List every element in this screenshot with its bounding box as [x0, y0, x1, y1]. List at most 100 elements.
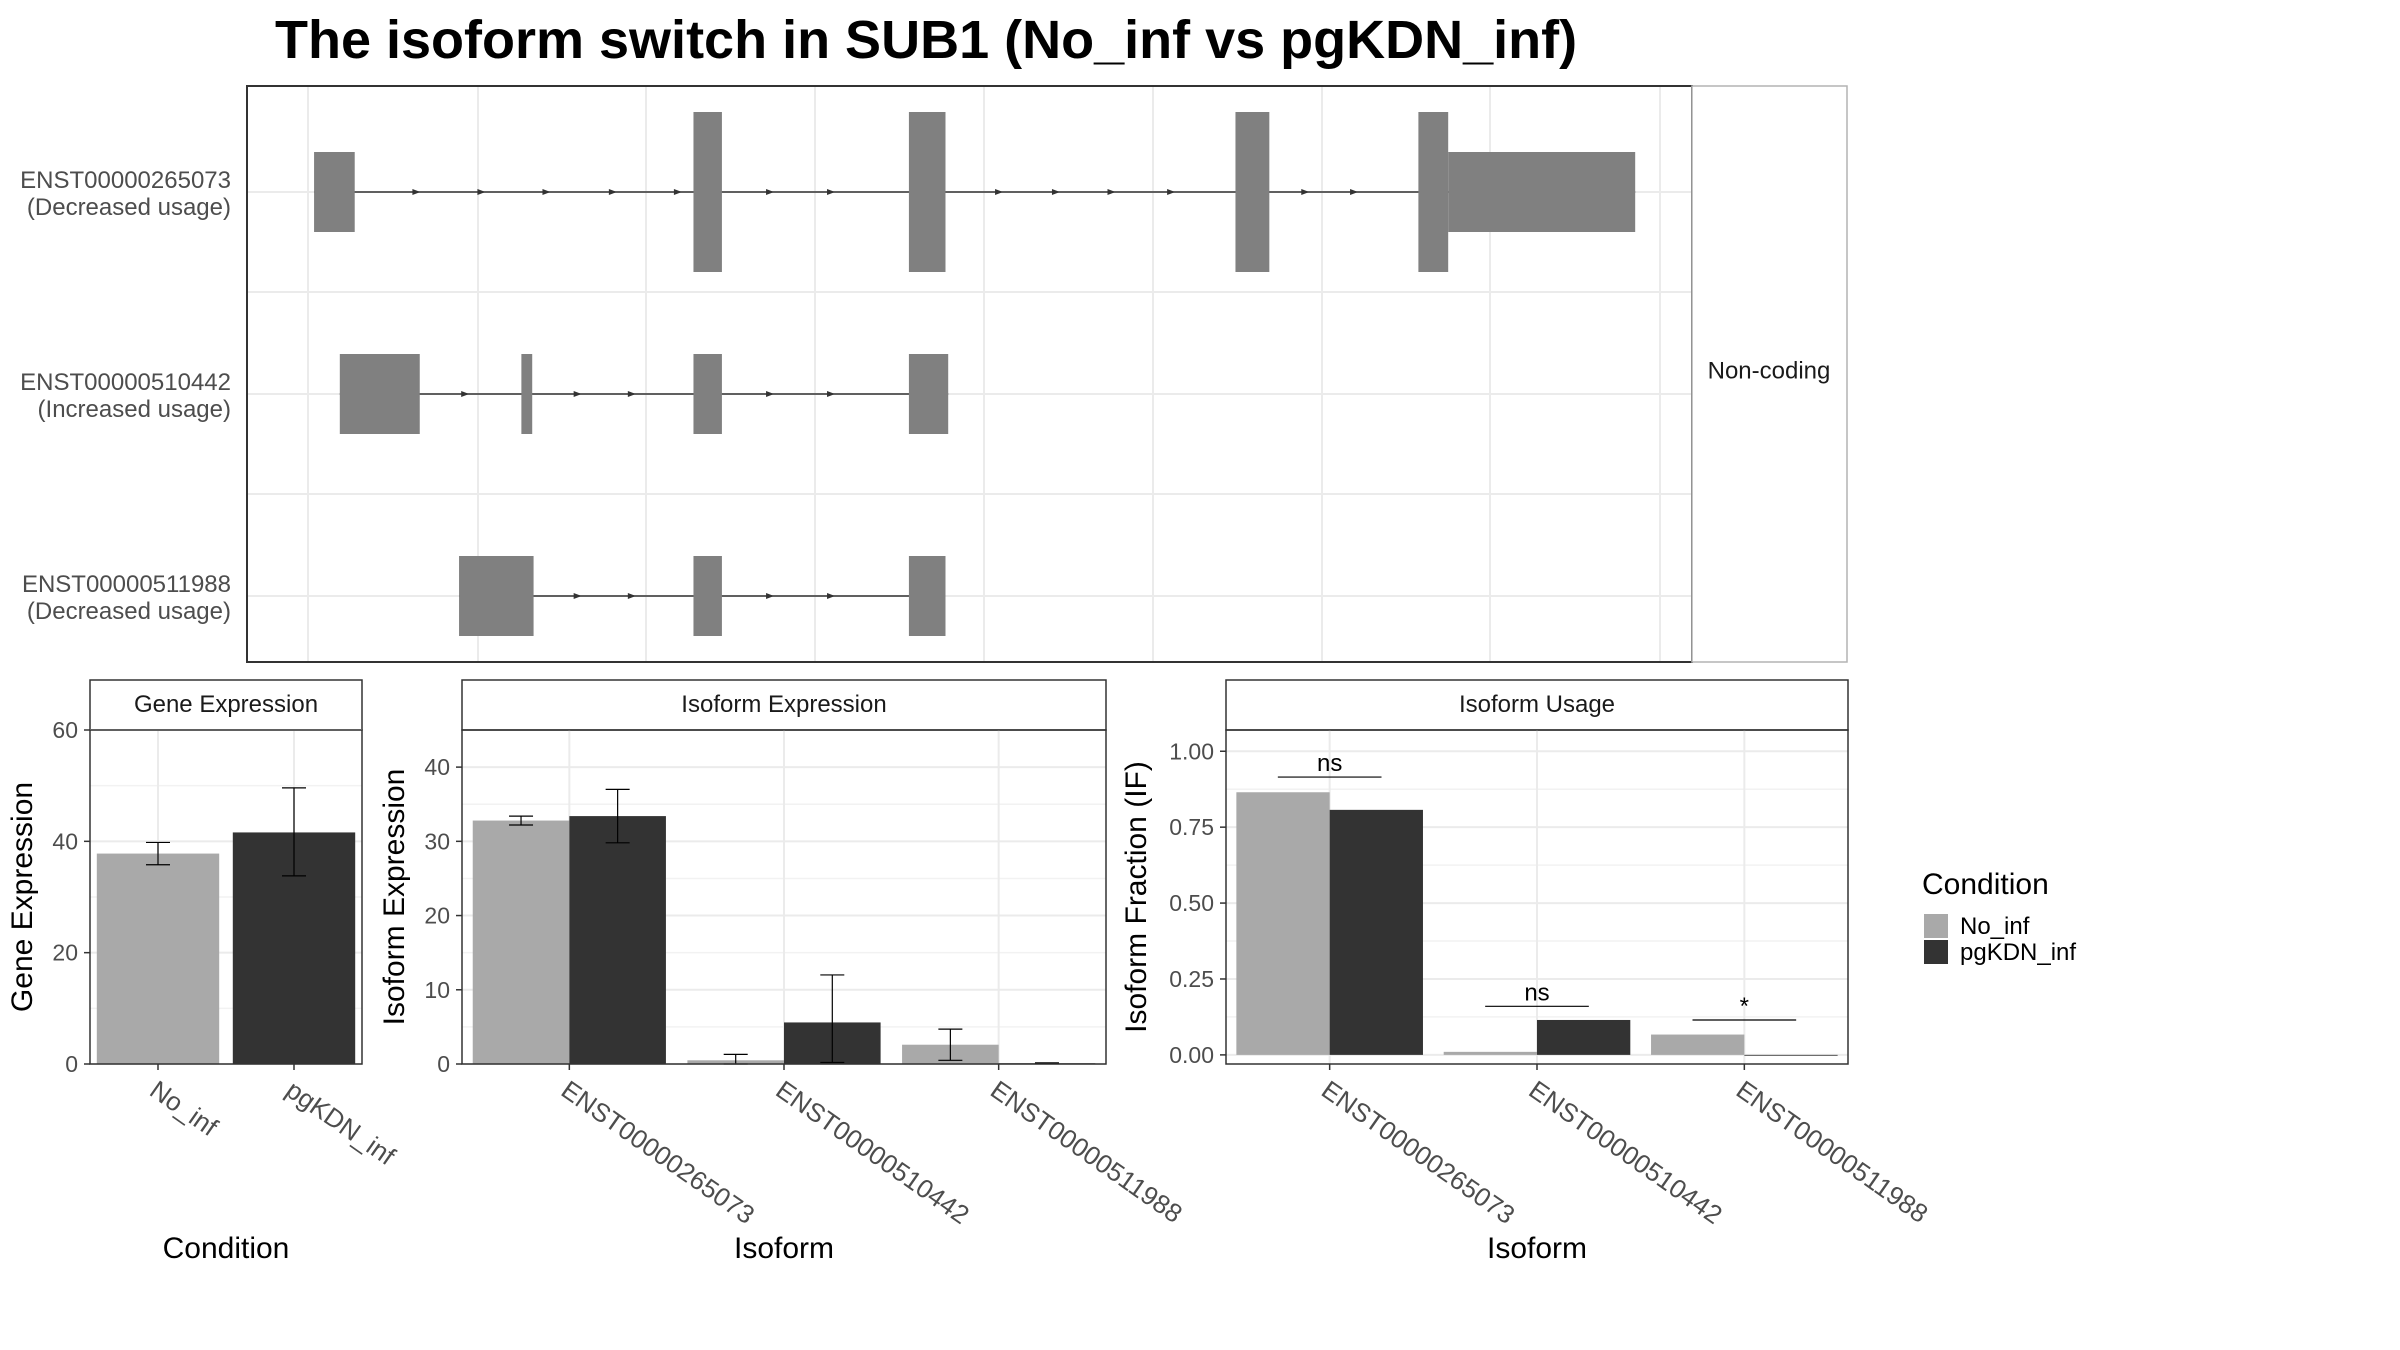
y-tick-label: 40 [52, 828, 78, 854]
x-tick-label: ENST00000511988 [985, 1074, 1188, 1228]
bar [569, 816, 666, 1064]
exon-block [693, 556, 722, 636]
exon-block [521, 354, 533, 434]
panel-strip [461, 679, 1107, 731]
isoform-label: ENST00000510442 [20, 369, 231, 396]
strand-arrow [461, 391, 470, 397]
legend-label: pgKDN_inf [1960, 939, 2076, 966]
figure-title: The isoform switch in SUB1 (No_inf vs pg… [275, 10, 1577, 70]
exon-block [908, 354, 949, 434]
y-tick-label: 20 [424, 903, 450, 929]
strand-arrow [412, 189, 421, 195]
isoform-track [459, 556, 946, 636]
strand-arrow [1051, 189, 1060, 195]
panel-strip [89, 679, 363, 731]
legend-title: Condition [1922, 868, 2049, 901]
y-tick-label: 0 [437, 1051, 450, 1077]
strand-arrow [766, 391, 775, 397]
y-tick-label: 0 [65, 1051, 78, 1077]
exon-block [339, 354, 420, 434]
gene-expression-panel: Gene Expression 0 20 40 60 No_inf pgKDN_inf Con… [6, 679, 402, 1265]
legend-swatch [1924, 914, 1948, 938]
y-axis-title: Isoform Fraction (IF) [1120, 761, 1153, 1033]
isoform-usage-label: (Increased usage) [38, 396, 231, 423]
bar [1651, 1034, 1745, 1055]
y-tick-label: 0.50 [1169, 890, 1214, 916]
exon-block [693, 354, 722, 434]
x-tick-label: ENST00000510442 [771, 1074, 975, 1230]
y-tick-label: 0.00 [1169, 1042, 1214, 1068]
panel-title: Isoform Expression [681, 691, 886, 718]
x-tick-label: ENST00000510442 [1524, 1074, 1728, 1230]
y-tick-label: 0.25 [1169, 966, 1214, 992]
y-tick-label: 10 [424, 977, 450, 1003]
exon-block [1448, 152, 1636, 232]
x-tick-label: pgKDN_inf [281, 1074, 402, 1171]
x-tick-label: ENST00000265073 [556, 1074, 760, 1230]
exon-block [908, 112, 946, 272]
x-tick-label: No_inf [145, 1074, 224, 1142]
strand-arrow [627, 593, 636, 599]
strand-arrow [1167, 189, 1176, 195]
significance-label: * [1740, 993, 1749, 1020]
isoform-usage-label: (Decreased usage) [27, 598, 231, 625]
isoform-usage-panel: Isoform Usage 0.00 0.25 0.50 0.75 1.00 ns ns * EN… [1120, 679, 1934, 1265]
x-axis-title: Isoform [734, 1232, 834, 1265]
y-tick-label: 60 [52, 717, 78, 743]
y-axis-title: Isoform Expression [378, 769, 411, 1026]
strand-arrow [573, 593, 582, 599]
strand-arrow [673, 189, 682, 195]
strand-arrow [1350, 189, 1359, 195]
significance-label: ns [1317, 750, 1342, 777]
x-tick-label: ENST00000511988 [1731, 1074, 1934, 1228]
y-tick-label: 0.75 [1169, 814, 1214, 840]
panel-title: Isoform Usage [1459, 691, 1615, 718]
strand-arrow [1107, 189, 1116, 195]
bar [96, 853, 220, 1064]
x-axis-title: Condition [163, 1232, 290, 1265]
facet-strip [1691, 85, 1848, 663]
bar [472, 820, 570, 1064]
strand-arrow [627, 391, 636, 397]
isoform-usage-label: (Decreased usage) [27, 194, 231, 221]
y-tick-label: 1.00 [1169, 738, 1214, 764]
strand-arrow [827, 189, 836, 195]
strand-arrow [1301, 189, 1310, 195]
exon-block [459, 556, 534, 636]
bar [1744, 1054, 1838, 1056]
x-axis-title: Isoform [1487, 1232, 1587, 1265]
strand-arrow [477, 189, 486, 195]
significance-label: ns [1524, 979, 1549, 1006]
strand-arrow [573, 391, 582, 397]
bar [1236, 792, 1330, 1055]
bar [1329, 809, 1423, 1055]
bar [1443, 1051, 1537, 1055]
strand-arrow [542, 189, 551, 195]
isoform-track [339, 354, 949, 434]
legend-label: No_inf [1960, 913, 2030, 940]
exon-block [1418, 112, 1449, 272]
bar [1537, 1019, 1631, 1055]
strand-arrow [608, 189, 617, 195]
strand-arrow [766, 593, 775, 599]
isoform-expression-panel: Isoform Expression 0 10 20 30 40 ENST000002650… [378, 679, 1188, 1265]
exon-block [693, 112, 722, 272]
y-tick-label: 20 [52, 940, 78, 966]
facet-strip-label: Non-coding [1708, 357, 1831, 384]
x-tick-label: ENST00000265073 [1316, 1074, 1520, 1230]
panel-strip [1225, 679, 1849, 731]
isoform-label: ENST00000511988 [22, 571, 231, 598]
strand-arrow [827, 391, 836, 397]
strand-arrow [766, 189, 775, 195]
y-tick-label: 40 [424, 754, 450, 780]
y-axis-title: Gene Expression [6, 782, 39, 1012]
strand-arrow [995, 189, 1004, 195]
exon-block [314, 152, 355, 232]
panel-title: Gene Expression [134, 691, 318, 718]
strand-arrow [827, 593, 836, 599]
isoform-label: ENST00000265073 [20, 167, 231, 194]
legend-swatch [1924, 940, 1948, 964]
